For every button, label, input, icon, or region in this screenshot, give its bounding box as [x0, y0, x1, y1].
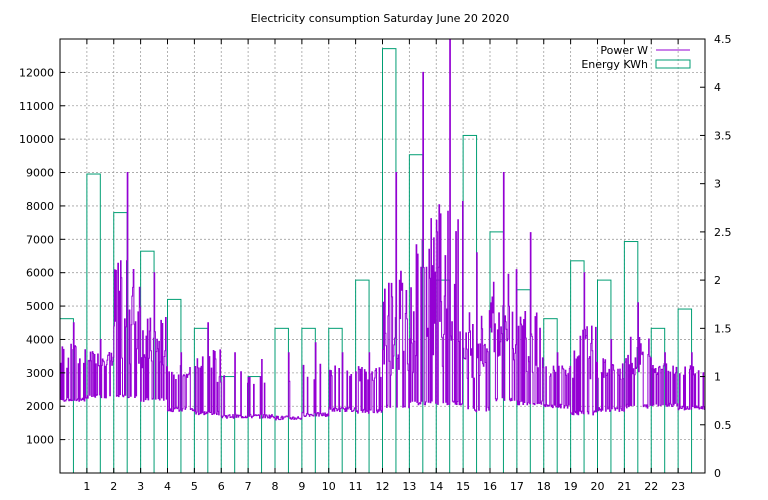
y-left-tick-label: 4000: [26, 333, 54, 346]
y-right-tick-label: 2: [714, 274, 721, 287]
y-left-tick-label: 11000: [19, 100, 54, 113]
energy-bar: [86, 173, 101, 474]
x-tick-label: 12: [376, 480, 390, 493]
x-tick-label: 3: [137, 480, 144, 493]
x-tick-label: 2: [110, 480, 117, 493]
x-tick-label: 16: [483, 480, 497, 493]
x-tick-label: 22: [644, 480, 658, 493]
power-line: [60, 38, 706, 421]
x-tick-label: 23: [671, 480, 685, 493]
y-right-tick-label: 1: [714, 371, 721, 384]
x-tick-label: 19: [564, 480, 578, 493]
y-right-tick-label: 3: [714, 178, 721, 191]
x-tick-label: 1: [83, 480, 90, 493]
x-tick-label: 5: [191, 480, 198, 493]
x-tick-label: 15: [456, 480, 470, 493]
x-tick-label: 18: [537, 480, 551, 493]
energy-bar: [274, 327, 289, 474]
y-right-tick-label: 4.5: [714, 33, 732, 46]
y-right-tick-label: 0: [714, 467, 721, 480]
y-right-tick-label: 0.5: [714, 419, 732, 432]
energy-bar: [382, 48, 397, 474]
x-tick-label: 6: [218, 480, 225, 493]
legend-power-label: Power W: [600, 44, 648, 57]
y-right-tick-label: 4: [714, 81, 721, 94]
y-left-tick-label: 10000: [19, 133, 54, 146]
x-tick-label: 13: [402, 480, 416, 493]
y-left-tick-label: 9000: [26, 167, 54, 180]
power-series: [60, 38, 706, 421]
y-left-tick-label: 12000: [19, 66, 54, 79]
y-left-tick-label: 6000: [26, 267, 54, 280]
y-left-tick-label: 7000: [26, 233, 54, 246]
y-left-tick-label: 1000: [26, 434, 54, 447]
x-tick-label: 10: [322, 480, 336, 493]
x-tick-label: 8: [272, 480, 279, 493]
legend: Power W Energy KWh: [581, 44, 691, 71]
x-tick-label: 17: [510, 480, 524, 493]
x-tick-label: 14: [429, 480, 443, 493]
x-tick-label: 7: [245, 480, 252, 493]
legend-energy-label: Energy KWh: [581, 58, 648, 71]
energy-bar: [489, 231, 504, 474]
y-left-tick-label: 5000: [26, 300, 54, 313]
y-left-tick-label: 8000: [26, 200, 54, 213]
y-left-tick-label: 2000: [26, 400, 54, 413]
y-right-tick-label: 3.5: [714, 129, 732, 142]
y-right-tick-label: 1.5: [714, 322, 732, 335]
x-tick-label: 9: [298, 480, 305, 493]
axis-ticks: 1 2 3 4 5 6 7 8 9 10 11 12 13 14 15 16 17 18 19 20 21 22 23100…: [19, 33, 732, 493]
y-left-tick-label: 3000: [26, 367, 54, 380]
legend-energy-swatch: [655, 59, 691, 69]
chart-title: Electricity consumption Saturday June 20…: [251, 12, 510, 25]
x-tick-label: 4: [164, 480, 171, 493]
x-tick-label: 20: [591, 480, 605, 493]
x-tick-label: 21: [617, 480, 631, 493]
energy-bar: [462, 134, 478, 474]
x-tick-label: 11: [349, 480, 363, 493]
y-right-tick-label: 2.5: [714, 226, 732, 239]
